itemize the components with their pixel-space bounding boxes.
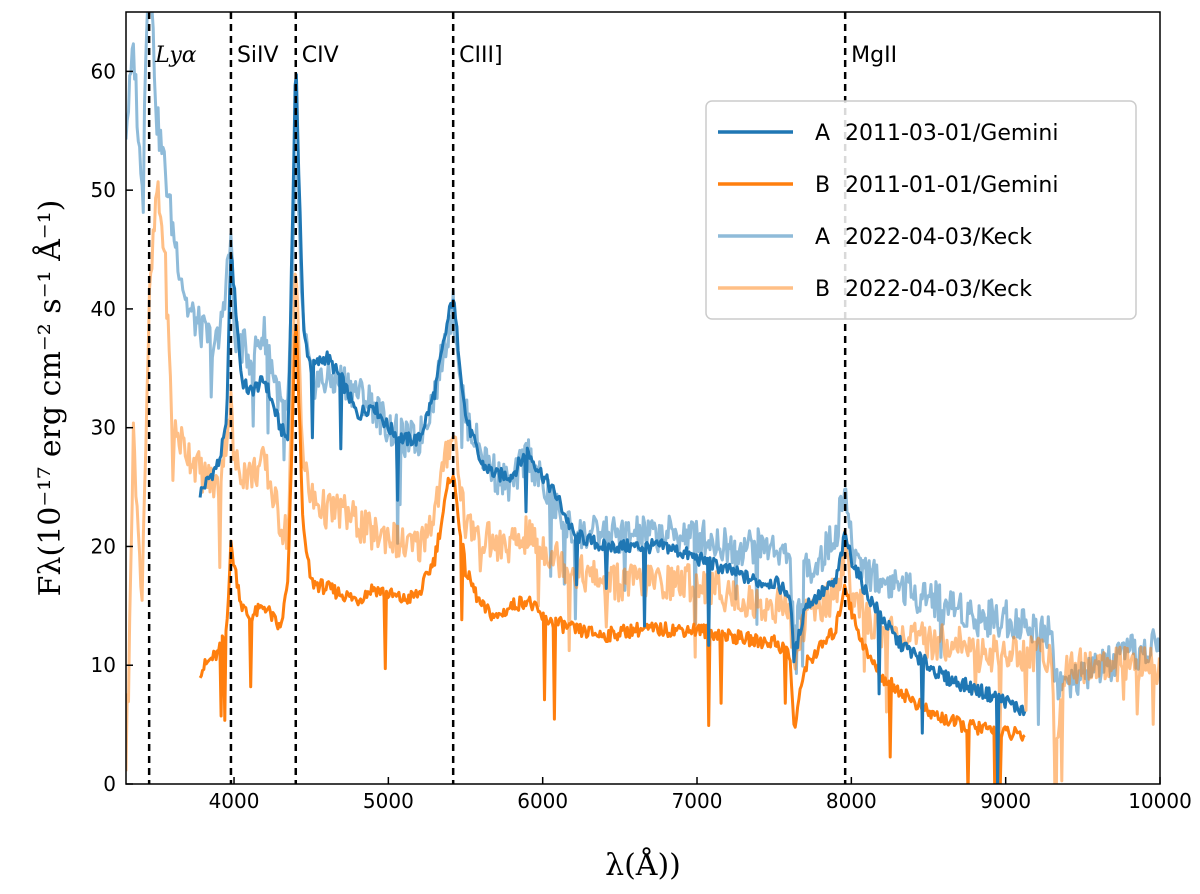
x-tick-label: 5000 xyxy=(363,789,414,813)
legend-series-date: 2011-03-01/Gemini xyxy=(845,121,1058,146)
x-tick-label: 8000 xyxy=(826,789,877,813)
emission-line-markers: Lyα SiIV CIV CIII] MgII xyxy=(147,12,897,784)
y-tick-label: 50 xyxy=(91,178,116,202)
y-tick-label: 40 xyxy=(91,297,116,321)
series-layer xyxy=(126,12,1160,784)
legend-series-date: 2022-04-03/Keck xyxy=(845,225,1032,250)
x-tick-label: 7000 xyxy=(672,789,723,813)
x-axis-label: λ(Å)) xyxy=(605,847,681,883)
y-tick-label: 0 xyxy=(103,772,116,796)
marker-label-siiv: SiIV xyxy=(237,43,279,68)
marker-label-ciii: CIII] xyxy=(459,43,502,68)
legend-box xyxy=(705,100,1137,320)
legend-series-date: 2022-04-03/Keck xyxy=(845,277,1032,302)
x-tick-label: 10000 xyxy=(1128,789,1192,813)
legend-series-date: 2011-01-01/Gemini xyxy=(845,173,1058,198)
x-tick-label: 4000 xyxy=(209,789,260,813)
x-axis-ticks: 4000 5000 6000 7000 8000 9000 10000 xyxy=(209,777,1192,813)
plot-frame xyxy=(125,11,1161,785)
y-tick-label: 10 xyxy=(91,653,116,677)
legend: A 2011-03-01/Gemini B 2011-01-01/Gemini A 202… xyxy=(705,100,1137,320)
legend-series-name: A xyxy=(815,225,830,250)
legend-series-name: B xyxy=(815,277,830,302)
y-tick-label: 60 xyxy=(91,59,116,83)
legend-series-name: B xyxy=(815,173,830,198)
marker-label-ly: Lyα xyxy=(154,43,197,68)
legend-series-name: A xyxy=(815,121,830,146)
y-tick-label: 30 xyxy=(91,416,116,440)
y-axis-ticks: 0 10 20 30 40 50 60 xyxy=(91,59,133,796)
y-axis-label: Fλ(10⁻¹⁷ erg cm⁻² s⁻¹ Å⁻¹) xyxy=(32,200,68,597)
marker-label-civ: CIV xyxy=(302,43,339,68)
marker-label-mgii: MgII xyxy=(851,43,897,68)
series-line-b-gemini xyxy=(198,324,1026,784)
x-tick-label: 9000 xyxy=(980,789,1031,813)
x-tick-label: 6000 xyxy=(517,789,568,813)
series-line-a-gemini xyxy=(198,73,1027,784)
y-tick-label: 20 xyxy=(91,534,116,558)
